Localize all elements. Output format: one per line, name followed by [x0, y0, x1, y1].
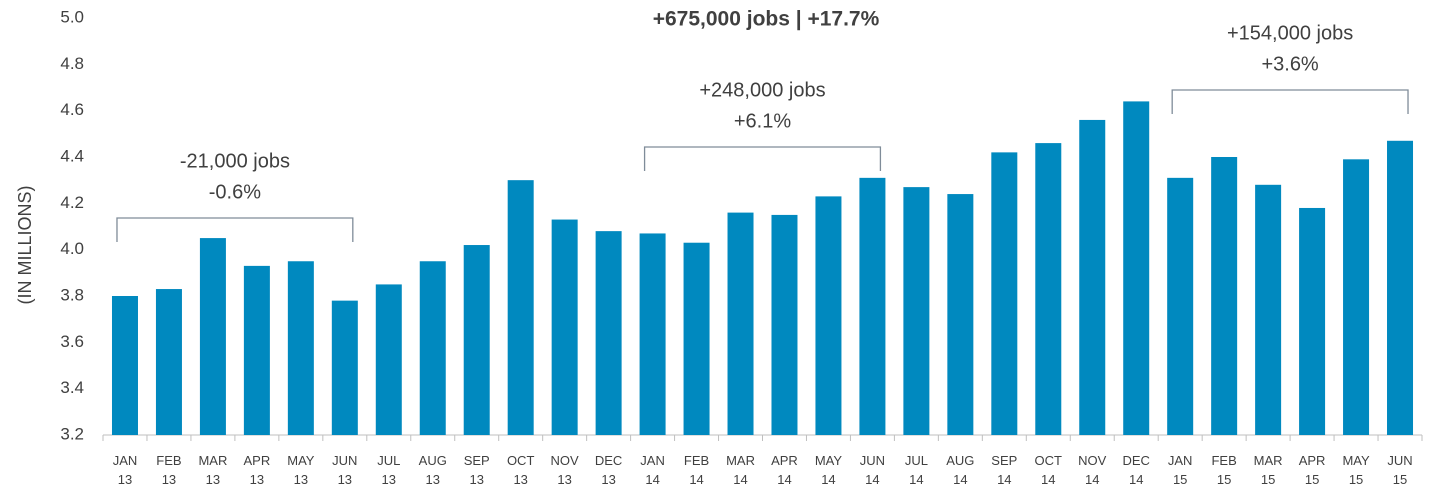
bar	[507, 180, 534, 435]
y-tick-label: 4.2	[60, 193, 84, 212]
x-tick-label: FEB 13	[156, 453, 182, 487]
bar	[331, 300, 358, 435]
x-tick-label: JUN 13	[332, 453, 358, 487]
x-tick-label: MAY 15	[1342, 453, 1370, 487]
y-tick-label: 4.0	[60, 239, 84, 258]
bar	[1343, 159, 1370, 436]
bracket	[1171, 89, 1409, 114]
x-tick-label: DEC 14	[1122, 453, 1150, 487]
x-tick-label: FEB 14	[683, 453, 710, 487]
x-tick-label: NOV 14	[1078, 453, 1107, 487]
y-tick-label: 5.0	[60, 7, 84, 26]
x-tick-label: JAN 13	[112, 453, 138, 487]
x-tick-label: APR 13	[243, 453, 271, 487]
x-tick-label: MAR 14	[726, 453, 755, 487]
x-tick-label: MAY 14	[814, 453, 843, 487]
bar	[639, 233, 666, 435]
bar	[771, 214, 798, 435]
y-tick-label: 3.2	[60, 424, 84, 443]
bar	[1211, 157, 1238, 435]
y-axis-label: (IN MILLIONS)	[15, 185, 35, 304]
y-tick-label: 4.8	[60, 54, 84, 73]
y-tick-label: 3.8	[60, 285, 84, 304]
bar	[551, 219, 578, 435]
annotation: -0.6%	[209, 181, 261, 203]
annotation: -21,000 jobs	[180, 150, 290, 172]
bracket	[643, 146, 882, 171]
bar	[111, 296, 138, 435]
x-tick-label: MAR 13	[198, 453, 228, 487]
x-tick-label: OCT 14	[1034, 453, 1062, 487]
bar	[727, 212, 754, 435]
bar	[903, 187, 930, 435]
x-tick-label: JUN 15	[1387, 453, 1413, 487]
y-tick-label: 3.4	[60, 378, 84, 397]
bar	[1079, 119, 1106, 435]
bar	[287, 261, 314, 435]
bar	[419, 261, 446, 435]
bar	[155, 289, 182, 435]
x-tick-label: AUG 14	[946, 453, 975, 487]
y-tick-label: 3.6	[60, 332, 84, 351]
x-tick-label: JAN 14	[640, 453, 665, 487]
x-tick-label: DEC 13	[594, 453, 623, 487]
bar	[1167, 177, 1194, 435]
bar	[1299, 207, 1326, 435]
bar	[1387, 140, 1414, 436]
bar	[1255, 184, 1282, 435]
x-tick-label: JUN 14	[859, 453, 886, 487]
annotation: +248,000 jobs	[699, 79, 825, 101]
y-tick-label: 4.6	[60, 100, 84, 119]
x-tick-label: AUG 13	[418, 453, 447, 487]
x-tick-label: APR 15	[1298, 453, 1326, 487]
chart-title: +675,000 jobs | +17.7%	[653, 8, 880, 31]
x-tick-label: NOV 13	[550, 453, 579, 487]
annotation: +154,000 jobs	[1227, 22, 1353, 44]
bar	[243, 265, 270, 435]
x-tick-label: FEB 15	[1211, 453, 1237, 487]
x-tick-label: OCT 13	[506, 453, 535, 487]
x-tick-label: MAY 13	[287, 453, 315, 487]
x-tick-label: SEP 13	[463, 453, 490, 487]
annotation: +6.1%	[734, 110, 791, 132]
bar	[595, 231, 622, 435]
x-tick-label: APR 14	[771, 453, 798, 487]
bar	[991, 152, 1018, 435]
bar	[1123, 101, 1150, 436]
x-tick-label: JUL 14	[904, 453, 928, 487]
bracket	[116, 217, 354, 242]
x-tick-label: MAR 15	[1253, 453, 1283, 487]
bar	[815, 196, 842, 435]
x-tick-label: JAN 15	[1167, 453, 1193, 487]
bar	[199, 238, 226, 435]
bar	[463, 245, 490, 435]
x-tick-label: JUL 13	[377, 453, 401, 487]
x-tick-label: SEP 14	[991, 453, 1018, 487]
bar	[1035, 143, 1062, 435]
bar	[947, 194, 974, 435]
bar	[859, 177, 886, 435]
y-tick-label: 4.4	[60, 146, 84, 165]
bar	[683, 242, 710, 435]
bar	[375, 284, 402, 435]
annotation: +3.6%	[1261, 53, 1318, 75]
